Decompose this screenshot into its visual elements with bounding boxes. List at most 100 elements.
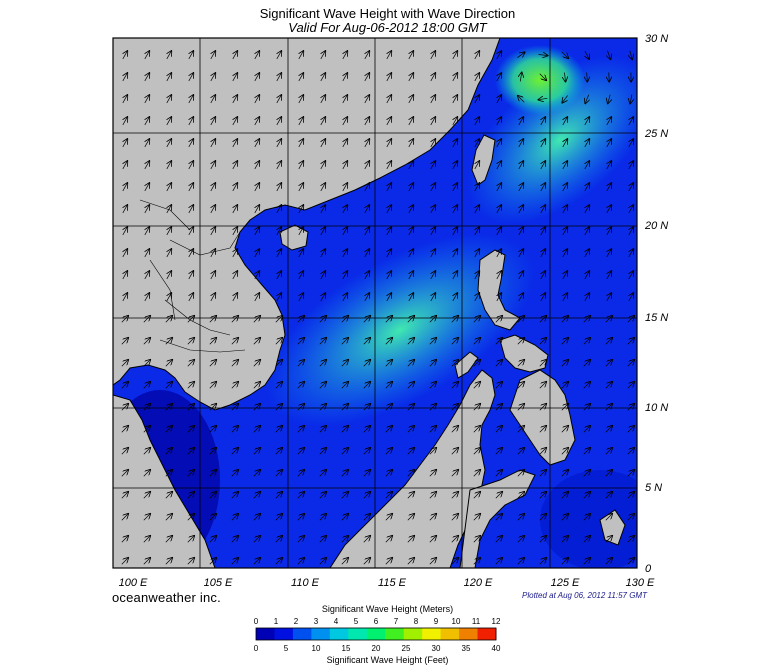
direction-arrow bbox=[583, 316, 590, 323]
colorbar-segment bbox=[292, 628, 312, 640]
direction-arrow bbox=[431, 271, 436, 280]
colorbar-segment bbox=[385, 628, 405, 640]
direction-arrow bbox=[453, 205, 458, 214]
direction-arrow bbox=[143, 448, 150, 455]
direction-arrow bbox=[321, 205, 326, 214]
map-title: Significant Wave Height with Wave Direct… bbox=[259, 6, 516, 21]
direction-arrow bbox=[541, 205, 546, 214]
direction-arrow bbox=[627, 316, 634, 323]
direction-arrow bbox=[187, 338, 194, 345]
direction-arrow bbox=[629, 205, 634, 214]
direction-arrow bbox=[585, 227, 590, 236]
direction-arrow bbox=[585, 50, 589, 59]
direction-arrow bbox=[583, 536, 590, 543]
direction-arrow bbox=[517, 360, 524, 367]
direction-arrow bbox=[319, 316, 326, 323]
lat-tick-25: 25 N bbox=[644, 128, 668, 140]
direction-arrow bbox=[585, 205, 590, 214]
direction-arrow bbox=[189, 205, 194, 214]
direction-arrow bbox=[409, 293, 414, 302]
direction-arrow bbox=[539, 448, 546, 455]
direction-arrow bbox=[365, 271, 370, 280]
direction-arrow bbox=[319, 492, 326, 499]
direction-arrow bbox=[363, 360, 370, 367]
direction-arrow bbox=[475, 205, 480, 214]
direction-arrow bbox=[253, 536, 260, 543]
direction-arrow bbox=[365, 227, 370, 236]
direction-arrow bbox=[517, 514, 524, 521]
direction-arrow bbox=[629, 183, 634, 192]
meter-tick-label: 1 bbox=[274, 617, 279, 626]
direction-arrow bbox=[429, 338, 436, 345]
direction-arrow bbox=[385, 558, 392, 565]
direction-arrow bbox=[231, 360, 238, 367]
direction-arrow bbox=[341, 536, 348, 543]
direction-arrow bbox=[187, 316, 194, 323]
direction-arrow bbox=[299, 117, 304, 126]
direction-arrow bbox=[231, 448, 238, 455]
direction-arrow bbox=[211, 293, 216, 302]
direction-arrow bbox=[365, 183, 370, 192]
direction-arrow bbox=[387, 183, 392, 192]
direction-arrow bbox=[341, 426, 348, 433]
direction-arrow bbox=[497, 227, 502, 236]
direction-arrow bbox=[211, 249, 216, 258]
direction-arrow bbox=[607, 183, 612, 192]
direction-arrow bbox=[429, 448, 436, 455]
direction-arrow bbox=[539, 426, 546, 433]
direction-arrow bbox=[123, 205, 128, 214]
direction-arrow bbox=[627, 426, 634, 433]
direction-arrow bbox=[473, 382, 480, 389]
direction-arrow bbox=[187, 426, 194, 433]
direction-arrow bbox=[629, 249, 634, 258]
direction-arrow bbox=[605, 316, 612, 323]
direction-arrow bbox=[253, 338, 260, 345]
direction-arrow bbox=[453, 271, 458, 280]
direction-arrow bbox=[562, 95, 568, 102]
direction-arrow bbox=[583, 448, 590, 455]
direction-arrow bbox=[363, 448, 370, 455]
direction-arrow bbox=[123, 117, 128, 126]
direction-arrow bbox=[165, 514, 172, 521]
direction-arrow bbox=[495, 426, 502, 433]
direction-arrow bbox=[431, 51, 436, 60]
direction-arrow bbox=[431, 95, 436, 104]
direction-arrow bbox=[145, 51, 150, 60]
direction-arrow bbox=[630, 50, 632, 60]
direction-arrow bbox=[121, 382, 128, 389]
direction-arrow bbox=[297, 382, 304, 389]
colorbar-segment bbox=[422, 628, 442, 640]
direction-arrow bbox=[277, 249, 282, 258]
land-taiwan bbox=[471, 134, 496, 186]
direction-arrow bbox=[517, 536, 524, 543]
direction-arrow bbox=[209, 404, 216, 411]
direction-arrow bbox=[473, 514, 480, 521]
direction-arrow bbox=[365, 205, 370, 214]
direction-arrow bbox=[165, 338, 172, 345]
direction-arrow bbox=[429, 470, 436, 477]
direction-arrow bbox=[517, 52, 524, 58]
direction-arrow bbox=[627, 360, 634, 367]
direction-arrow bbox=[363, 316, 370, 323]
direction-arrow bbox=[587, 72, 588, 82]
direction-arrow bbox=[299, 227, 304, 236]
direction-arrow bbox=[341, 316, 348, 323]
direction-arrow bbox=[363, 426, 370, 433]
direction-arrow bbox=[453, 293, 458, 302]
direction-arrow bbox=[165, 404, 172, 411]
direction-arrow bbox=[629, 271, 634, 280]
direction-arrow bbox=[429, 536, 436, 543]
direction-arrow bbox=[297, 404, 304, 411]
lat-tick-20: 20 N bbox=[644, 220, 668, 232]
direction-arrow bbox=[231, 338, 238, 345]
direction-arrow bbox=[231, 558, 238, 565]
direction-arrow bbox=[453, 139, 458, 148]
direction-arrow bbox=[165, 426, 172, 433]
direction-arrow bbox=[627, 558, 634, 565]
direction-arrow bbox=[583, 360, 590, 367]
direction-arrow bbox=[321, 95, 326, 104]
direction-arrow bbox=[341, 492, 348, 499]
direction-arrow bbox=[299, 161, 304, 170]
direction-arrow bbox=[363, 470, 370, 477]
